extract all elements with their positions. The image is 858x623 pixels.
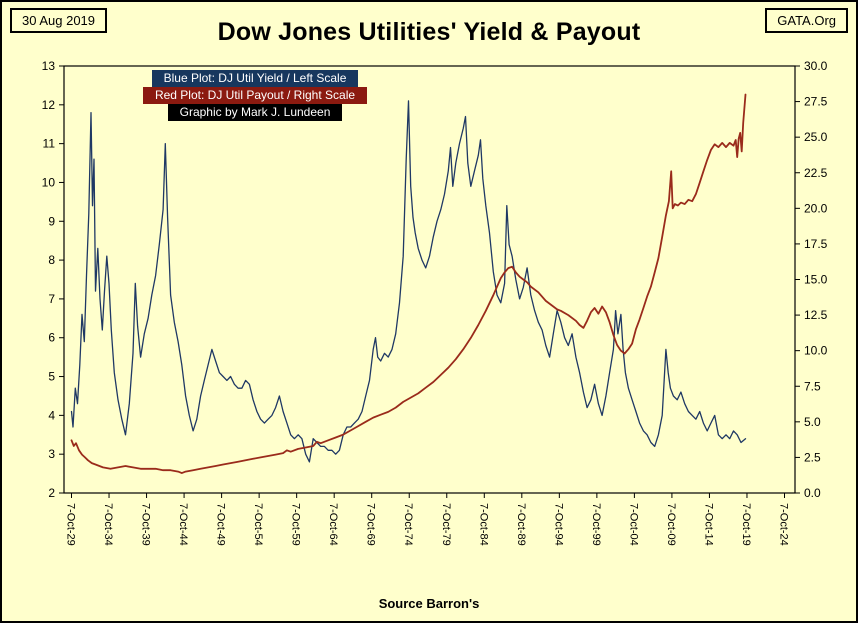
- x-tick-label: 7-Oct-39: [140, 503, 152, 546]
- plot-border: [63, 65, 796, 494]
- left-tick-label: 12: [42, 98, 56, 112]
- x-tick-label: 7-Oct-79: [440, 503, 452, 546]
- left-tick-label: 7: [48, 292, 55, 306]
- right-tick-label: 10.0: [804, 344, 828, 358]
- left-tick-label: 8: [48, 253, 55, 267]
- x-tick-label: 7-Oct-84: [477, 503, 489, 546]
- left-tick-label: 10: [42, 175, 56, 189]
- x-tick-label: 7-Oct-54: [252, 503, 264, 546]
- right-tick-label: 5.0: [804, 415, 821, 429]
- date-label: 30 Aug 2019: [10, 8, 108, 33]
- left-tick-label: 2: [48, 486, 55, 500]
- x-tick-label: 7-Oct-09: [665, 503, 677, 546]
- x-tick-label: 7-Oct-34: [102, 503, 114, 546]
- x-tick-label: 7-Oct-89: [515, 503, 527, 546]
- x-tick-label: 7-Oct-69: [365, 503, 377, 546]
- x-tick-label: 7-Oct-14: [702, 503, 714, 546]
- right-tick-label: 27.5: [804, 95, 828, 109]
- x-tick-label: 7-Oct-24: [777, 503, 789, 546]
- x-tick-label: 7-Oct-59: [290, 503, 302, 546]
- right-tick-label: 30.0: [804, 59, 828, 73]
- left-tick-label: 9: [48, 214, 55, 228]
- right-tick-label: 17.5: [804, 237, 828, 251]
- right-tick-label: 12.5: [804, 308, 828, 322]
- x-tick-label: 7-Oct-04: [627, 503, 639, 546]
- legend-credit: Graphic by Mark J. Lundeen: [167, 104, 343, 121]
- dj-util-yield-line: [70, 100, 747, 463]
- x-tick-label: 7-Oct-64: [327, 503, 339, 546]
- dj-util-payout-line: [70, 93, 747, 475]
- x-tick-label: 7-Oct-19: [740, 503, 752, 546]
- legend-payout: Red Plot: DJ Util Payout / Right Scale: [142, 87, 368, 104]
- legend-yield: Blue Plot: DJ Util Yield / Left Scale: [151, 70, 359, 87]
- x-tick-label: 7-Oct-44: [177, 503, 189, 546]
- chart-title: Dow Jones Utilities' Yield & Payout: [217, 18, 641, 46]
- left-tick-label: 13: [42, 59, 56, 73]
- left-tick-label: 11: [43, 137, 56, 151]
- right-tick-label: 0.0: [804, 486, 821, 500]
- right-tick-label: 20.0: [804, 201, 828, 215]
- left-tick-label: 5: [48, 370, 55, 384]
- x-tick-label: 7-Oct-49: [215, 503, 227, 546]
- x-tick-label: 7-Oct-74: [402, 503, 414, 546]
- left-tick-label: 3: [48, 447, 55, 461]
- x-tick-label: 7-Oct-94: [552, 503, 564, 546]
- left-tick-label: 6: [48, 331, 55, 345]
- x-tick-label: 7-Oct-99: [590, 503, 602, 546]
- right-tick-label: 22.5: [804, 166, 828, 180]
- left-tick-label: 4: [48, 408, 55, 422]
- right-tick-label: 2.5: [804, 450, 821, 464]
- source-label: Source Barron's: [378, 596, 480, 611]
- x-tick-label: 7-Oct-29: [65, 503, 77, 546]
- brand-label: GATA.Org: [765, 8, 848, 33]
- right-tick-label: 25.0: [804, 130, 828, 144]
- right-tick-label: 15.0: [804, 273, 828, 287]
- chart-legend: Blue Plot: DJ Util Yield / Left Scale Re…: [100, 70, 410, 121]
- right-tick-label: 7.5: [804, 379, 821, 393]
